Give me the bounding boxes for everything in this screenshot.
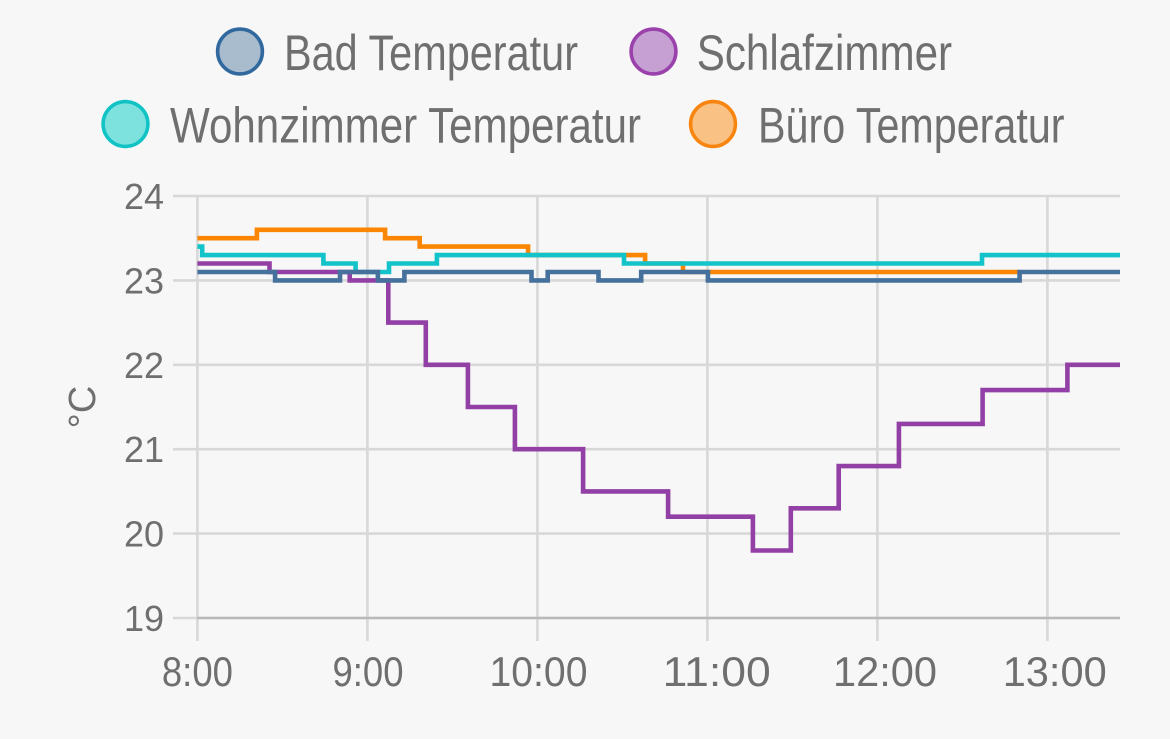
- svg-text:Schlafzimmer: Schlafzimmer: [697, 25, 952, 81]
- svg-text:8:00: 8:00: [162, 648, 233, 695]
- svg-text:Bad Temperatur: Bad Temperatur: [284, 25, 578, 81]
- svg-text:11:00: 11:00: [663, 648, 771, 695]
- svg-text:°C: °C: [62, 386, 104, 429]
- svg-text:21: 21: [124, 429, 164, 470]
- svg-text:13:00: 13:00: [1003, 648, 1107, 695]
- svg-text:23: 23: [124, 260, 164, 301]
- svg-text:22: 22: [124, 345, 164, 386]
- svg-text:19: 19: [124, 598, 164, 639]
- svg-text:Wohnzimmer Temperatur: Wohnzimmer Temperatur: [170, 97, 641, 153]
- svg-text:9:00: 9:00: [333, 648, 404, 695]
- svg-text:12:00: 12:00: [833, 648, 937, 695]
- svg-text:24: 24: [124, 176, 164, 217]
- svg-text:10:00: 10:00: [490, 648, 588, 695]
- svg-text:20: 20: [124, 514, 164, 555]
- svg-text:Büro Temperatur: Büro Temperatur: [758, 97, 1065, 153]
